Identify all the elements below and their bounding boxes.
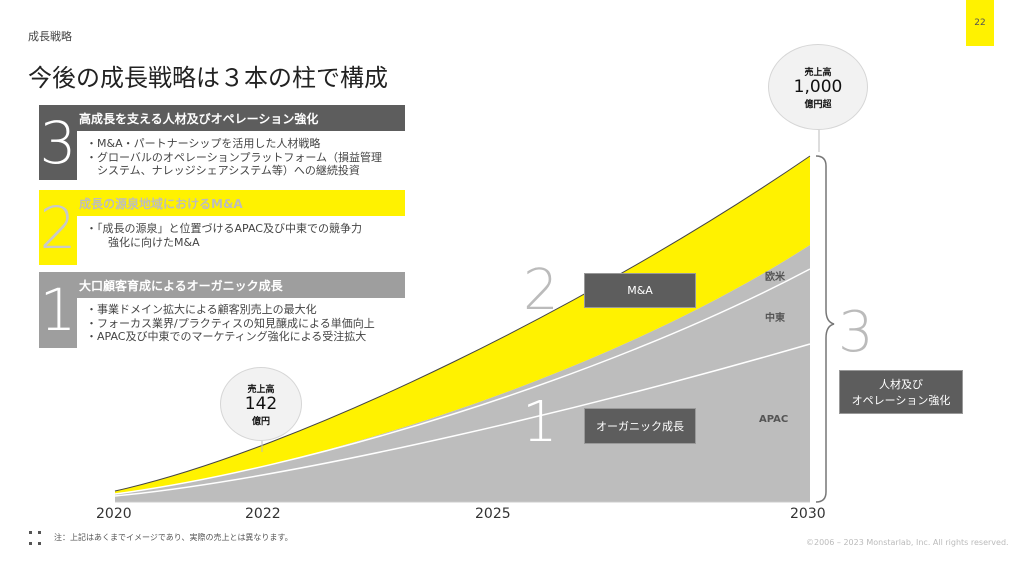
organic-label: オーガニック成長 [584, 408, 696, 444]
talent-number: 3 [838, 300, 874, 365]
pillar-3-bullets: ・M&A・パートナーシップを活用した人材戦略 ・グローバルのオペレーションプラッ… [86, 137, 382, 178]
pillar-2-heading: 成長の源泉地域におけるM&A [77, 190, 405, 216]
pillar-1-bullet: ・事業ドメイン拡大による顧客別売上の最大化 [86, 303, 317, 316]
pillar-3-heading: 高成長を支える人材及びオペレーション強化 [77, 105, 405, 131]
region-line-europe [114, 268, 811, 495]
talent-label: 人材及び オペレーション強化 [839, 370, 963, 414]
pillar-3-bullet: ・M&A・パートナーシップを活用した人材戦略 [86, 137, 321, 150]
talent-label-line2: オペレーション強化 [851, 394, 951, 407]
milestone-start-value: 142 [244, 393, 278, 414]
milestone-end-label: 売上高 [804, 67, 832, 78]
pillar-3-bullet: ・グローバルのオペレーションプラットフォーム（損益管理 [86, 150, 383, 164]
region-europe-us: 欧米 [765, 272, 785, 283]
x-tick-2030: 2030 [790, 506, 826, 522]
brace [815, 155, 835, 503]
pillar-2-bullet: 強化に向けたM&A [86, 235, 200, 249]
region-middle-east: 中東 [765, 313, 785, 324]
pillar-1-bullet: ・フォーカス業界/プラクティスの知見醸成による単価向上 [86, 316, 375, 330]
pillar-1-number: 1 [39, 272, 77, 348]
talent-label-line1: 人材及び [879, 378, 923, 391]
top-curve [114, 155, 811, 492]
page-title: 今後の成長戦略は３本の柱で構成 [28, 64, 388, 92]
milestone-start-label: 売上高 [247, 384, 275, 395]
region-apac: APAC [759, 414, 789, 425]
page-number: 22 [966, 0, 994, 46]
region-line-middle-east [114, 343, 811, 497]
organic-number: 1 [522, 390, 558, 455]
ma-number: 2 [523, 258, 559, 323]
pillar-1-heading: 大口顧客育成によるオーガニック成長 [77, 272, 405, 298]
pillar-1-bullets: ・事業ドメイン拡大による顧客別売上の最大化 ・フォーカス業界/プラクティスの知見… [86, 303, 375, 344]
milestone-start: 売上高 142 億円 [220, 367, 302, 441]
section-label: 成長戦略 [28, 30, 72, 43]
pillar-2-bullets: ・「成長の源泉」と位置づけるAPAC及び中東での競争力 強化に向けたM&A [86, 222, 362, 249]
ma-label: M&A [584, 273, 696, 308]
pillar-3-number: 3 [39, 105, 77, 180]
copyright: ©2006 – 2023 Monstarlab, Inc. All rights… [806, 538, 1009, 547]
milestone-end-unit: 億円超 [804, 99, 832, 110]
milestone-start-unit: 億円 [251, 416, 270, 427]
x-tick-2020: 2020 [96, 506, 132, 522]
x-tick-2022: 2022 [245, 506, 281, 522]
pillar-2-number: 2 [39, 190, 77, 265]
footnote: 注：上記はあくまでイメージであり、実際の売上とは異なります。 [54, 533, 293, 542]
milestone-end: 売上高 1,000 億円超 [768, 44, 868, 130]
pillar-2-bullet: ・「成長の源泉」と位置づけるAPAC及び中東での競争力 [86, 222, 362, 235]
x-tick-2025: 2025 [475, 506, 511, 522]
corner-mark-icon [29, 531, 41, 545]
pillar-3-bullet: システム、ナレッジシェアシステム等）への継続投資 [86, 164, 360, 177]
milestone-end-value: 1,000 [793, 76, 843, 97]
pillar-1-bullet: ・APAC及び中東でのマーケティング強化による受注拡大 [86, 330, 367, 343]
